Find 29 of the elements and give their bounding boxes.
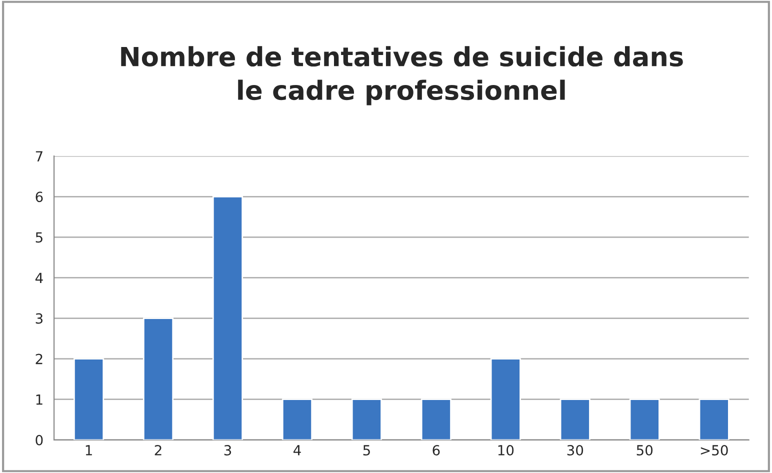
y-tick-label: 5 bbox=[36, 232, 42, 243]
bar bbox=[142, 318, 174, 440]
x-tick-label: 2 bbox=[154, 444, 162, 456]
x-tick-label: 5 bbox=[363, 445, 370, 456]
bar bbox=[73, 358, 104, 440]
y-tick-label: 7 bbox=[36, 151, 42, 162]
bar bbox=[698, 398, 730, 440]
y-tick-label: 4 bbox=[35, 272, 43, 283]
bar bbox=[490, 358, 521, 440]
x-tick-label: >50 bbox=[700, 444, 728, 456]
y-tick-label: 2 bbox=[36, 354, 42, 364]
y-tick-label: 3 bbox=[36, 313, 43, 324]
bar bbox=[351, 398, 382, 440]
y-tick-label: 6 bbox=[36, 192, 43, 202]
x-tick-label: 10 bbox=[498, 444, 514, 456]
y-tick-label: 0 bbox=[36, 434, 43, 446]
x-tick-label: 30 bbox=[567, 444, 584, 456]
y-tick-label: 1 bbox=[36, 394, 42, 405]
bar bbox=[420, 398, 452, 440]
x-tick-label: 4 bbox=[293, 445, 301, 456]
x-tick-label: 50 bbox=[636, 444, 653, 456]
bar bbox=[560, 398, 590, 440]
x-tick-label: 1 bbox=[86, 445, 92, 456]
x-tick-label: 3 bbox=[224, 444, 232, 456]
bar bbox=[212, 196, 244, 440]
bar bbox=[629, 398, 660, 440]
chart-title: Nombre de tentatives de suicide dans le cadre professionnel bbox=[121, 46, 683, 106]
x-tick-label: 6 bbox=[432, 444, 440, 456]
bar bbox=[282, 398, 313, 440]
